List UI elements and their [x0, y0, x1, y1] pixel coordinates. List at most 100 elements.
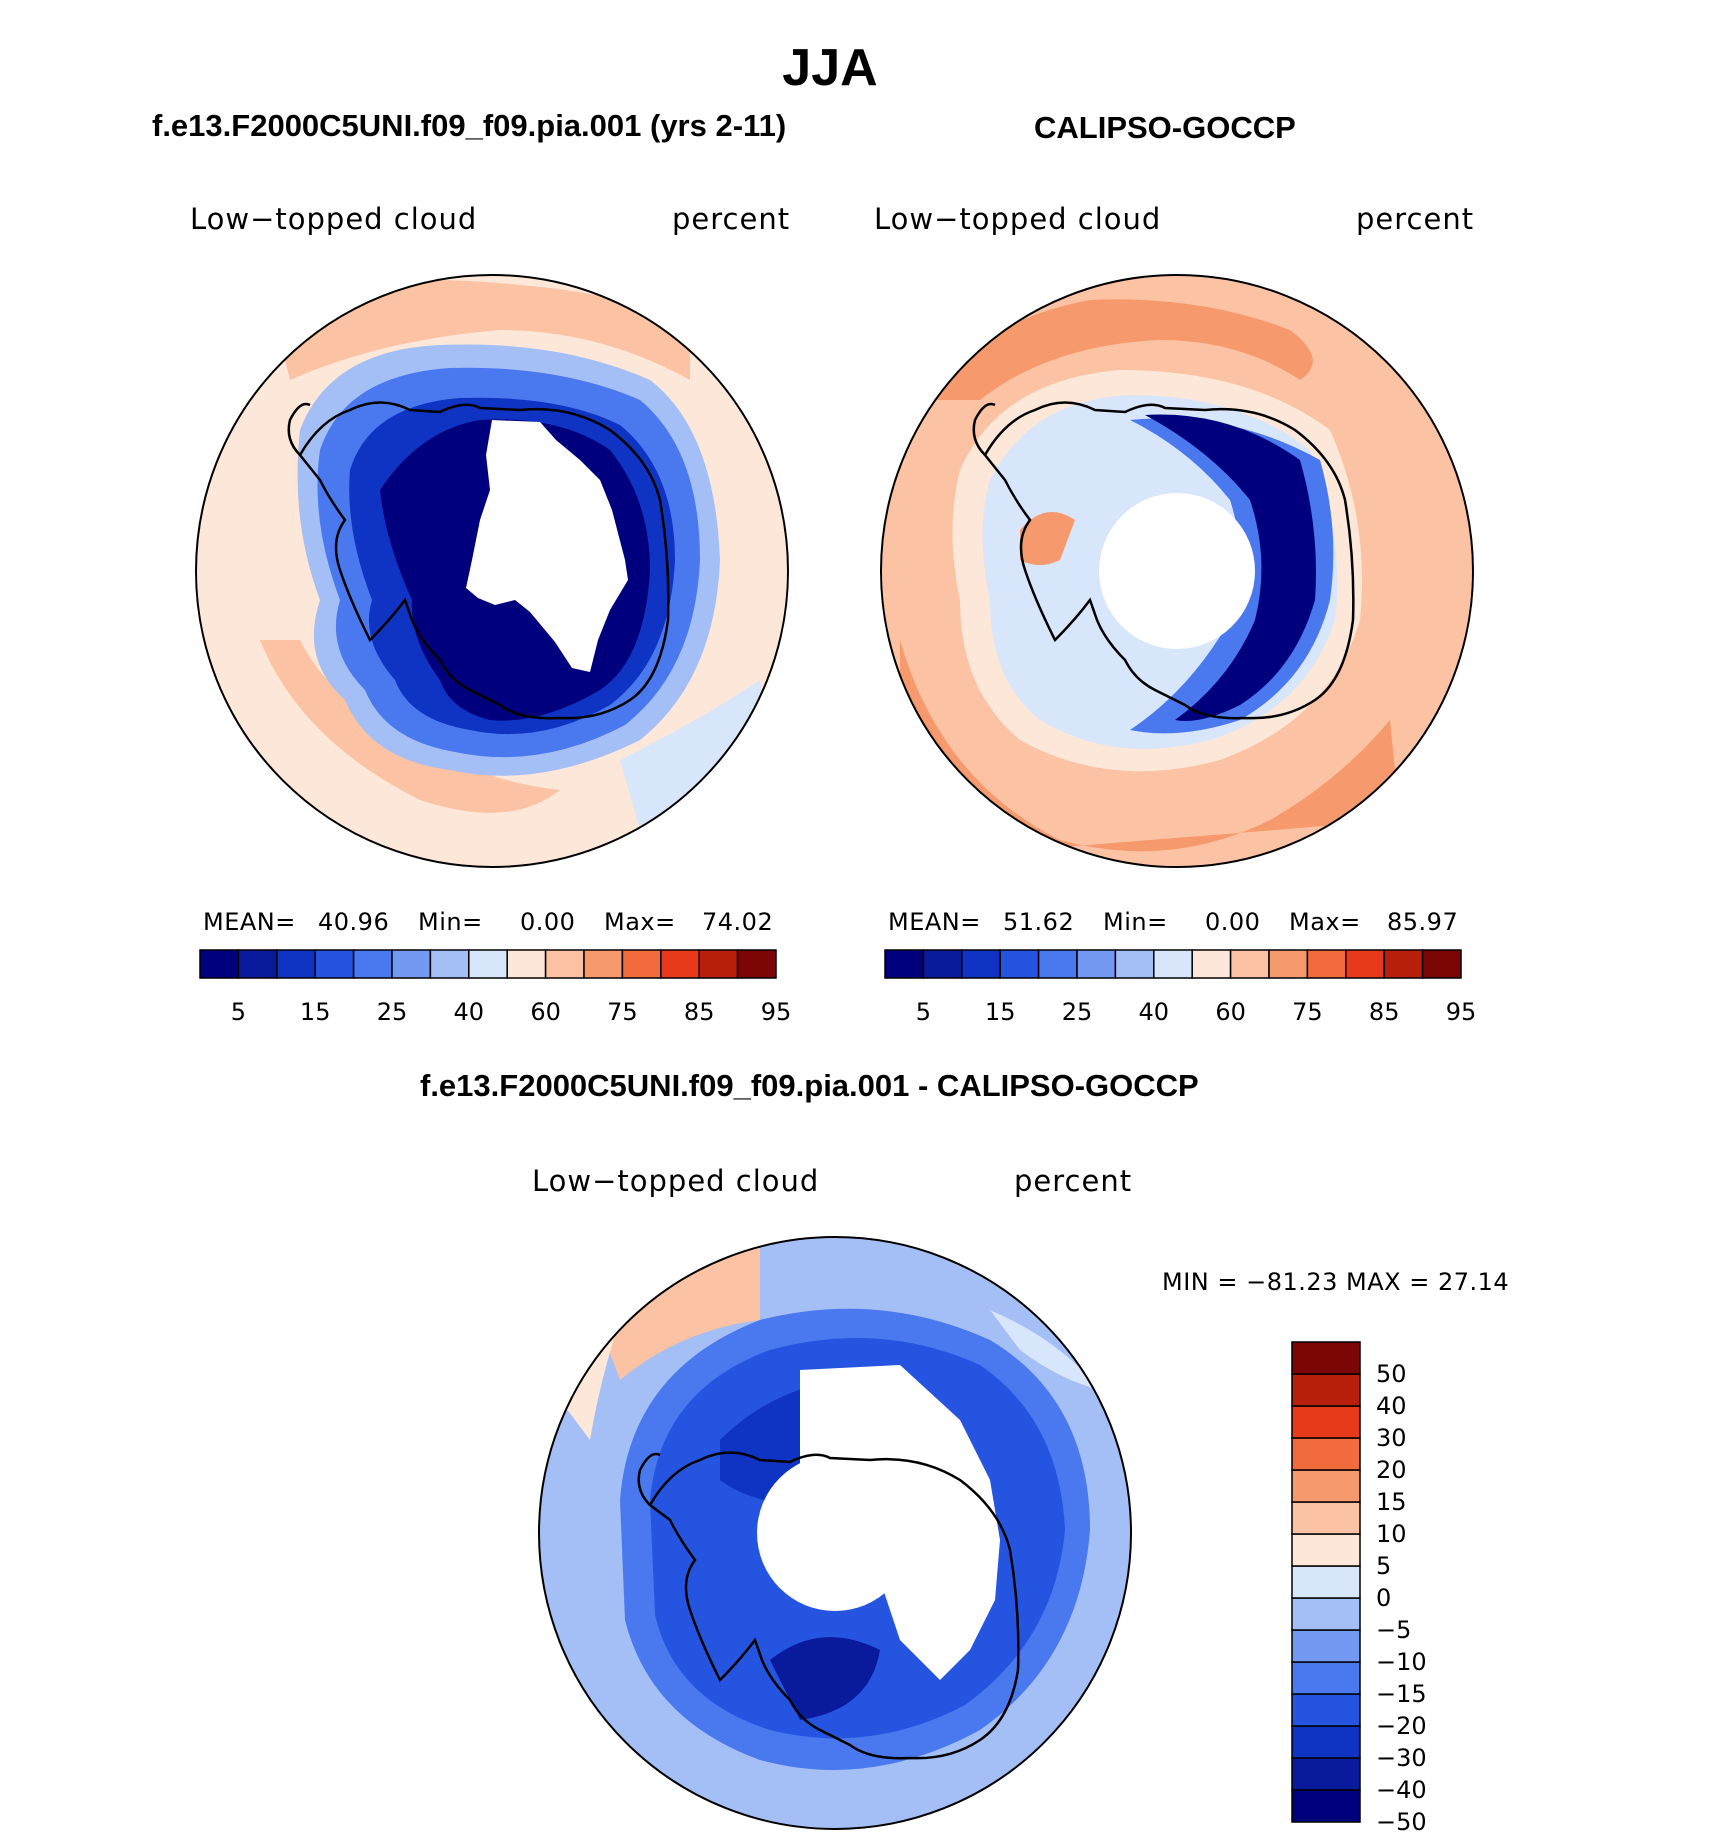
obs-units-label: percent	[1356, 202, 1475, 236]
colorbar-swatch	[1345, 949, 1385, 979]
obs-variable-label: Low−topped cloud	[874, 202, 1162, 236]
colorbar-tick-label: 25	[377, 998, 408, 1026]
colorbar-tick-label: 5	[916, 998, 931, 1026]
colorbar-tick-label: 40	[1139, 998, 1170, 1026]
colorbar-tick-label: 25	[1062, 998, 1093, 1026]
colorbar-swatch	[1306, 949, 1347, 979]
colorbar-swatch	[1229, 949, 1270, 979]
peninsula-coastline	[287, 402, 311, 456]
colorbar-tick-label: 40	[1376, 1392, 1407, 1420]
panel-title-model: f.e13.F2000C5UNI.f09_f09.pia.001 (yrs 2-…	[152, 108, 787, 143]
obs-min-label: Min=	[1103, 908, 1168, 936]
colorbar-tick-label: 5	[231, 998, 246, 1026]
antarctica-coastline	[298, 401, 670, 720]
colorbar-swatch	[1291, 1405, 1361, 1439]
colorbar-swatch	[736, 949, 777, 979]
map-model-border	[195, 274, 789, 868]
colorbar-tick-label: 30	[1376, 1424, 1407, 1452]
colorbar-swatch	[1291, 1597, 1361, 1631]
colorbar-tick-label: 15	[985, 998, 1016, 1026]
colorbar-swatch	[1291, 1533, 1361, 1567]
colorbar-tick-label: 75	[607, 998, 638, 1026]
colorbar-swatch	[1291, 1501, 1361, 1535]
ocean-high-patch	[1020, 512, 1075, 565]
obs-max-label: Max=	[1289, 908, 1361, 936]
antarctica-coastline	[648, 1451, 1020, 1760]
obs-mean-label: MEAN=	[888, 908, 981, 936]
colorbar-swatch	[1291, 1757, 1361, 1791]
map-diff-border	[538, 1236, 1132, 1830]
diff-variable-label: Low−topped cloud	[532, 1164, 820, 1198]
colorbar-swatch	[1291, 1341, 1361, 1375]
colorbar-swatch	[698, 949, 739, 979]
colorbar-swatch	[1291, 1661, 1361, 1695]
colorbar-swatch	[621, 949, 662, 979]
colorbar-tick-label: 0	[1376, 1584, 1391, 1612]
obs-min-value: 0.00	[1205, 908, 1261, 936]
ocean-high-patch	[270, 280, 690, 380]
colorbar-tick-label: 95	[761, 998, 792, 1026]
colorbar-swatch	[1291, 1693, 1361, 1727]
map-model	[196, 275, 788, 867]
missing-data-region	[757, 1455, 913, 1611]
colorbar-swatch	[1421, 949, 1462, 979]
colorbar-tick-label: 10	[1376, 1520, 1407, 1548]
colorbar-swatch	[237, 949, 278, 979]
colorbar-swatch	[922, 949, 963, 979]
colorbar-tick-label: 85	[684, 998, 715, 1026]
main-title: JJA	[782, 39, 878, 97]
colorbar-swatch	[276, 949, 316, 979]
colorbar-swatch	[506, 949, 547, 979]
colorbar-swatch	[1291, 1789, 1361, 1823]
colorbar-swatch	[544, 949, 585, 979]
colorbar-tick-label: 20	[1376, 1456, 1407, 1484]
obs-mean-value: 51.62	[1003, 908, 1075, 936]
colorbar-model: 5 15 25 40 60 75 85 95	[199, 949, 792, 1026]
colorbar-swatch	[1291, 1725, 1361, 1759]
map-obs	[881, 275, 1473, 867]
colorbar-swatch	[391, 949, 432, 979]
model-variable-label: Low−topped cloud	[190, 202, 478, 236]
model-max-label: Max=	[604, 908, 676, 936]
colorbar-swatch	[1037, 949, 1078, 979]
colorbar-tick-label: 40	[454, 998, 485, 1026]
model-max-value: 74.02	[702, 908, 774, 936]
antarctica-coastline	[983, 401, 1355, 720]
colorbar-swatch	[1291, 1437, 1361, 1471]
diff-minmax-text: MIN = −81.23 MAX = 27.14	[1162, 1268, 1510, 1296]
colorbar-swatch	[1291, 1565, 1361, 1599]
peninsula-coastline	[637, 1452, 661, 1506]
colorbar-tick-label: 85	[1369, 998, 1400, 1026]
colorbar-tick-label: 60	[1215, 998, 1246, 1026]
colorbar-tick-label: 60	[530, 998, 561, 1026]
colorbar-tick-label: −20	[1376, 1712, 1427, 1740]
ocean-high-patch	[260, 640, 560, 813]
colorbar-swatch	[1153, 949, 1193, 979]
colorbar-swatch	[999, 949, 1040, 979]
colorbar-tick-label: 95	[1446, 998, 1477, 1026]
colorbar-tick-label: −10	[1376, 1648, 1427, 1676]
colorbar-swatch	[660, 949, 700, 979]
obs-max-value: 85.97	[1387, 908, 1459, 936]
colorbar-tick-label: −40	[1376, 1776, 1427, 1804]
colorbar-tick-label: 75	[1292, 998, 1323, 1026]
colorbar-swatch	[1383, 949, 1424, 979]
colorbar-swatch	[1291, 1629, 1361, 1663]
colorbar-swatch	[314, 949, 355, 979]
colorbar-swatch	[199, 949, 240, 979]
missing-data-region	[1099, 493, 1255, 649]
diff-units-label: percent	[1014, 1164, 1133, 1198]
colorbar-swatch	[961, 949, 1001, 979]
colorbar-tick-label: −30	[1376, 1744, 1427, 1772]
colorbar-swatch	[1268, 949, 1309, 979]
colorbar-tick-label: 50	[1376, 1360, 1407, 1388]
colorbar-swatch	[1076, 949, 1117, 979]
colorbar-swatch	[1291, 1373, 1361, 1407]
colorbar-tick-label: −5	[1376, 1616, 1411, 1644]
model-mean-value: 40.96	[318, 908, 390, 936]
panel-title-obs: CALIPSO-GOCCP	[1034, 110, 1296, 145]
model-min-value: 0.00	[520, 908, 576, 936]
colorbar-swatch	[1291, 1469, 1361, 1503]
